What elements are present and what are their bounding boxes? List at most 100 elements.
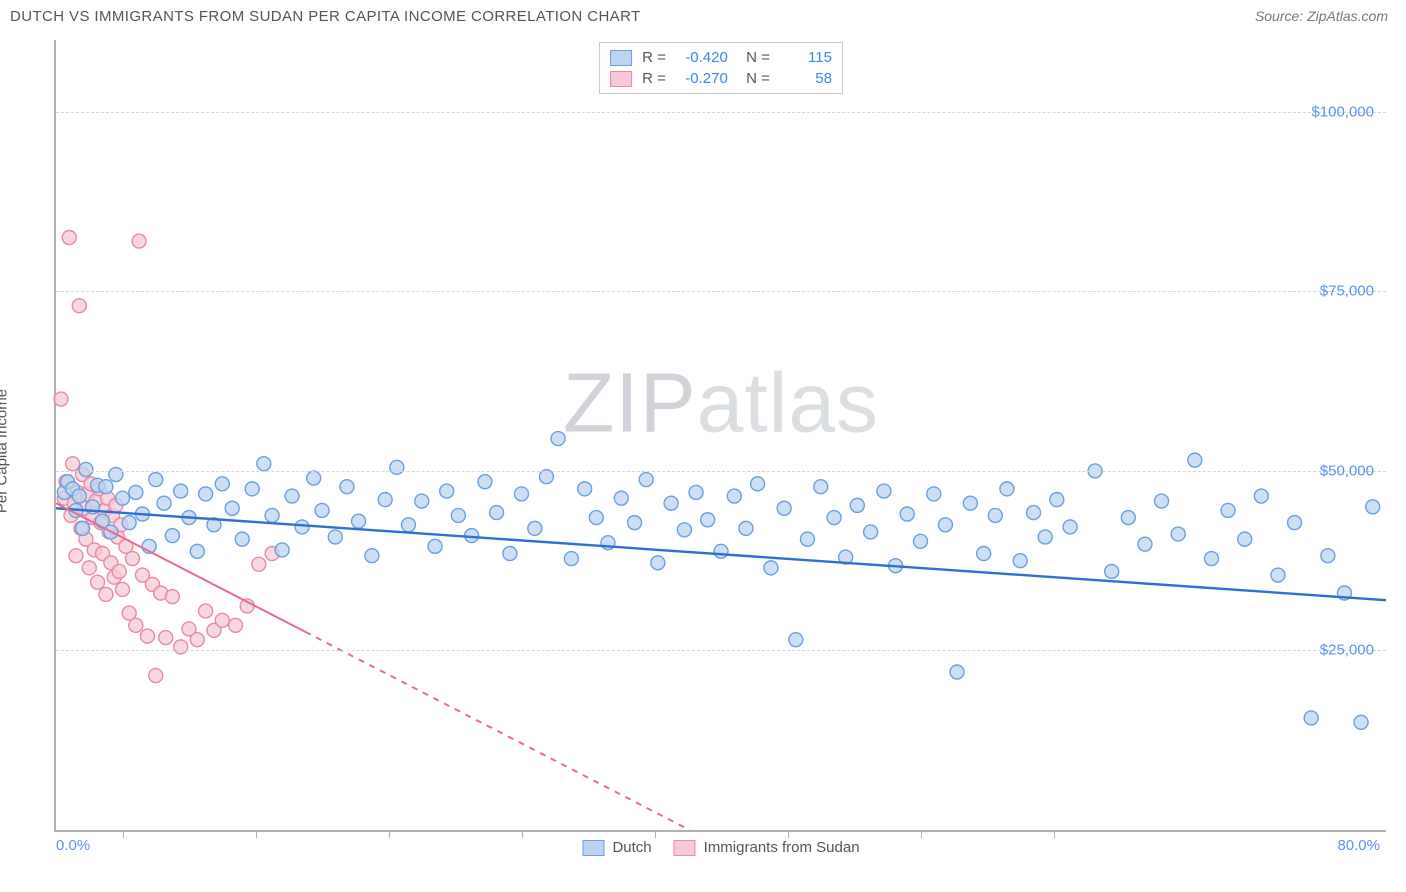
data-point [401,518,415,532]
data-point [950,665,964,679]
data-point [91,575,105,589]
data-point [215,477,229,491]
plot-svg [56,40,1386,830]
data-point [800,532,814,546]
n-value: 58 [780,70,832,87]
data-point [252,557,266,571]
data-point [677,523,691,537]
data-point [1155,494,1169,508]
data-point [1138,537,1152,551]
data-point [79,462,93,476]
data-point [1121,511,1135,525]
data-point [112,564,126,578]
y-tick-label: $75,000 [1320,283,1374,300]
data-point [651,556,665,570]
data-point [1204,552,1218,566]
swatch-dutch [610,50,632,66]
data-point [352,514,366,528]
data-point [116,582,130,596]
data-point [265,508,279,522]
legend-label: Immigrants from Sudan [704,839,860,856]
data-point [689,485,703,499]
data-point [589,511,603,525]
data-point [827,511,841,525]
data-point [428,539,442,553]
n-label: N = [738,49,770,66]
y-tick-label: $50,000 [1320,462,1374,479]
n-value: 115 [780,49,832,66]
data-point [149,669,163,683]
source-text: Source: ZipAtlas.com [1255,8,1388,24]
r-label: R = [642,70,666,87]
data-point [900,507,914,521]
legend-row-dutch: R = -0.420 N = 115 [610,47,832,68]
data-point [777,501,791,515]
data-point [140,629,154,643]
data-point [190,544,204,558]
data-point [132,234,146,248]
data-point [390,460,404,474]
data-point [1050,493,1064,507]
data-point [129,485,143,499]
data-point [1238,532,1252,546]
data-point [1000,482,1014,496]
data-point [440,484,454,498]
data-point [116,491,130,505]
data-point [1354,715,1368,729]
n-label: N = [738,70,770,87]
data-point [1304,711,1318,725]
trend-line [56,508,1386,600]
y-tick-label: $25,000 [1320,642,1374,659]
data-point [109,468,123,482]
data-point [229,618,243,632]
data-point [295,520,309,534]
data-point [1271,568,1285,582]
chart-title: DUTCH VS IMMIGRANTS FROM SUDAN PER CAPIT… [10,8,641,25]
data-point [165,529,179,543]
data-point [72,489,86,503]
swatch-sudan [610,71,632,87]
data-point [478,475,492,489]
data-point [199,604,213,618]
data-point [174,484,188,498]
data-point [82,561,96,575]
data-point [628,516,642,530]
legend-row-sudan: R = -0.270 N = 58 [610,68,832,89]
data-point [215,613,229,627]
r-label: R = [642,49,666,66]
data-point [639,473,653,487]
r-value: -0.270 [676,70,728,87]
data-point [515,487,529,501]
y-tick-label: $100,000 [1311,103,1374,120]
data-point [1221,503,1235,517]
data-point [614,491,628,505]
data-point [914,534,928,548]
x-axis-max: 80.0% [1337,837,1380,854]
data-point [727,489,741,503]
chart-container: Per Capita Income R = -0.420 N = 115 R =… [10,40,1396,862]
data-point [1254,489,1268,503]
data-point [490,506,504,520]
data-point [1027,506,1041,520]
data-point [977,547,991,561]
data-point [99,587,113,601]
data-point [864,525,878,539]
data-point [877,484,891,498]
plot-area: R = -0.420 N = 115 R = -0.270 N = 58 ZIP… [54,40,1386,832]
data-point [99,480,113,494]
data-point [1171,527,1185,541]
data-point [190,633,204,647]
data-point [174,640,188,654]
data-point [125,552,139,566]
data-point [1013,554,1027,568]
data-point [578,482,592,496]
data-point [275,543,289,557]
data-point [149,473,163,487]
data-point [415,494,429,508]
data-point [257,457,271,471]
data-point [938,518,952,532]
data-point [1366,500,1380,514]
series-legend: Dutch Immigrants from Sudan [582,833,859,856]
data-point [1321,549,1335,563]
data-point [66,457,80,471]
